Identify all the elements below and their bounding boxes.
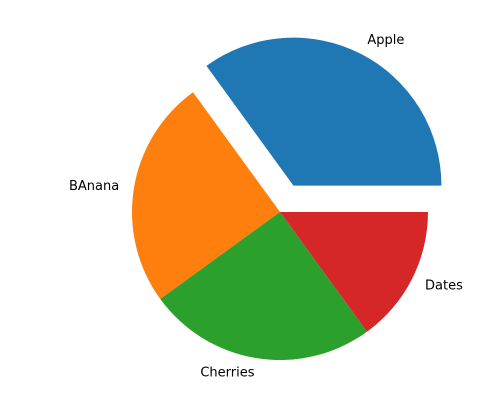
pie-slice-dates (280, 212, 428, 332)
pie-labels: Apple BAnana Cherries Dates (69, 33, 463, 380)
pie-label-cherries: Cherries (200, 365, 254, 380)
pie-slice-cherries (160, 212, 367, 361)
pie-label-dates: Dates (425, 278, 463, 293)
pie-label-apple: Apple (367, 33, 404, 48)
pie-slice-apple (206, 37, 442, 186)
pie-label-banana: BAnana (69, 179, 119, 194)
pie-slices (132, 37, 442, 361)
pie-slice-banana (132, 92, 280, 299)
